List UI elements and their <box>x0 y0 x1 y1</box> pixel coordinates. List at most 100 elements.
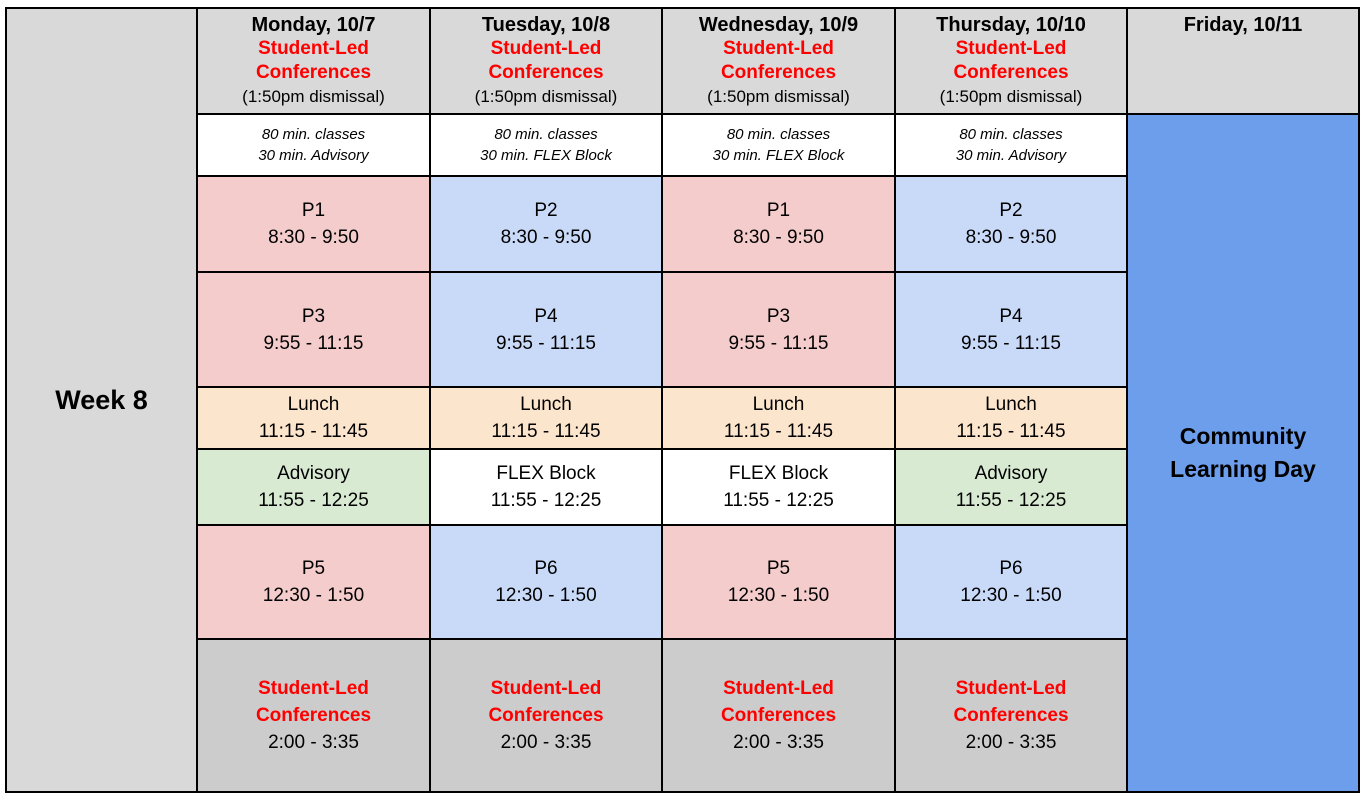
day-header: Wednesday, 10/9 Student-Led Conferences (1:… <box>663 9 894 113</box>
period-label: P3 <box>766 305 791 327</box>
schedule-note: 80 min. classes 30 min. FLEX Block <box>663 115 894 175</box>
period-cell: Lunch 11:15 - 11:45 <box>198 388 429 448</box>
conference-time: 2:00 - 3:35 <box>965 732 1057 753</box>
period-time: 11:55 - 12:25 <box>258 490 369 511</box>
period-label: FLEX Block <box>728 463 829 484</box>
conference-cell: Student-Led Conferences 2:00 - 3:35 <box>198 640 429 791</box>
event-line1: Student-Led <box>955 38 1067 59</box>
note-line1: 80 min. classes <box>959 126 1063 143</box>
period-time: 11:55 - 12:25 <box>955 490 1067 511</box>
day-header: Tuesday, 10/8 Student-Led Conferences (1:50… <box>431 9 661 113</box>
period-label: P6 <box>999 558 1023 579</box>
period-cell: FLEX Block 11:55 - 12:25 <box>431 450 661 524</box>
period-label: Lunch <box>287 394 340 415</box>
day-name: Wednesday, 10/9 <box>698 14 859 36</box>
conference-line2: Conferences <box>953 705 1069 726</box>
day-name: Monday, 10/7 <box>251 14 376 36</box>
period-cell: P1 8:30 - 9:50 <box>198 177 429 271</box>
day-header-friday: Friday, 10/11 <box>1128 9 1358 113</box>
week-label: Week 8 <box>7 9 196 791</box>
note-line1: 80 min. classes <box>261 126 366 143</box>
period-cell: P6 12:30 - 1:50 <box>431 526 661 638</box>
note-line1: 80 min. classes <box>726 126 831 143</box>
period-cell: P3 9:55 - 11:15 <box>198 273 429 386</box>
conference-cell: Student-Led Conferences 2:00 - 3:35 <box>431 640 661 791</box>
period-time: 9:55 - 11:15 <box>263 332 364 354</box>
period-time: 11:15 - 11:45 <box>491 421 601 442</box>
conference-time: 2:00 - 3:35 <box>268 732 359 753</box>
period-time: 11:55 - 12:25 <box>490 490 602 511</box>
period-cell: P6 12:30 - 1:50 <box>896 526 1126 638</box>
conference-line2: Conferences <box>488 705 604 726</box>
period-time: 11:15 - 11:45 <box>956 421 1066 442</box>
period-time: 8:30 - 9:50 <box>965 227 1057 248</box>
event-line2: Conferences <box>488 62 604 83</box>
period-label: P5 <box>766 558 791 579</box>
period-cell: P3 9:55 - 11:15 <box>663 273 894 386</box>
event-line1: Student-Led <box>490 38 602 59</box>
period-time: 12:30 - 1:50 <box>495 585 597 606</box>
period-label: Lunch <box>985 394 1037 415</box>
period-cell: Advisory 11:55 - 12:25 <box>896 450 1126 524</box>
day-header: Thursday, 10/10 Student-Led Conferences (1:… <box>896 9 1126 113</box>
conference-line1: Student-Led <box>258 678 369 699</box>
period-label: Advisory <box>277 463 350 484</box>
period-cell: P2 8:30 - 9:50 <box>896 177 1126 271</box>
day-header: Monday, 10/7 Student-Led Conferences (1:50p… <box>198 9 429 113</box>
community-learning-day: Community Learning Day <box>1128 115 1358 791</box>
conference-line1: Student-Led <box>955 678 1067 699</box>
period-label: Lunch <box>752 394 805 415</box>
schedule-note: 80 min. classes 30 min. FLEX Block <box>431 115 661 175</box>
conference-line1: Student-Led <box>490 678 602 699</box>
period-cell: Advisory 11:55 - 12:25 <box>198 450 429 524</box>
period-cell: P4 9:55 - 11:15 <box>431 273 661 386</box>
note-line2: 30 min. Advisory <box>955 147 1067 164</box>
conference-line2: Conferences <box>720 705 837 726</box>
period-cell: P4 9:55 - 11:15 <box>896 273 1126 386</box>
period-time: 8:30 - 9:50 <box>268 227 359 248</box>
conference-line2: Conferences <box>255 705 372 726</box>
weekly-schedule-table: Week 8 Friday, 10/11 Community Learning … <box>5 7 1360 793</box>
period-label: P1 <box>766 200 791 221</box>
period-label: P3 <box>301 305 326 327</box>
schedule-note: 80 min. classes 30 min. Advisory <box>198 115 429 175</box>
period-time: 12:30 - 1:50 <box>727 585 830 606</box>
note-line2: 30 min. FLEX Block <box>480 147 612 164</box>
period-cell: P2 8:30 - 9:50 <box>431 177 661 271</box>
period-cell: P5 12:30 - 1:50 <box>663 526 894 638</box>
conference-time: 2:00 - 3:35 <box>733 732 824 753</box>
conference-cell: Student-Led Conferences 2:00 - 3:35 <box>896 640 1126 791</box>
period-time: 9:55 - 11:15 <box>960 332 1061 354</box>
period-label: P4 <box>999 305 1023 327</box>
day-name: Thursday, 10/10 <box>936 14 1086 36</box>
period-label: FLEX Block <box>496 463 596 484</box>
note-line2: 30 min. Advisory <box>258 147 369 164</box>
event-line2: Conferences <box>720 62 837 83</box>
note-line2: 30 min. FLEX Block <box>712 147 845 164</box>
period-time: 9:55 - 11:15 <box>495 332 596 354</box>
dismissal-note: (1:50pm dismissal) <box>707 87 850 106</box>
period-time: 12:30 - 1:50 <box>262 585 365 606</box>
period-label: Lunch <box>520 394 572 415</box>
period-cell: Lunch 11:15 - 11:45 <box>896 388 1126 448</box>
conference-cell: Student-Led Conferences 2:00 - 3:35 <box>663 640 894 791</box>
dismissal-note: (1:50pm dismissal) <box>242 87 385 106</box>
period-cell: Lunch 11:15 - 11:45 <box>663 388 894 448</box>
period-cell: P1 8:30 - 9:50 <box>663 177 894 271</box>
dismissal-note: (1:50pm dismissal) <box>939 87 1083 106</box>
friday-event-line2: Learning Day <box>1170 456 1316 482</box>
period-label: P5 <box>301 558 326 579</box>
period-label: P4 <box>534 305 558 327</box>
dismissal-note: (1:50pm dismissal) <box>474 87 618 106</box>
friday-event-line1: Community <box>1179 423 1307 449</box>
period-time: 9:55 - 11:15 <box>728 332 829 354</box>
period-label: Advisory <box>974 463 1048 484</box>
conference-time: 2:00 - 3:35 <box>500 732 592 753</box>
schedule-note: 80 min. classes 30 min. Advisory <box>896 115 1126 175</box>
period-time: 11:15 - 11:45 <box>258 421 369 442</box>
period-time: 8:30 - 9:50 <box>733 227 824 248</box>
period-label: P1 <box>301 200 326 221</box>
event-line2: Conferences <box>255 62 372 83</box>
period-cell: P5 12:30 - 1:50 <box>198 526 429 638</box>
period-label: P2 <box>534 200 558 221</box>
